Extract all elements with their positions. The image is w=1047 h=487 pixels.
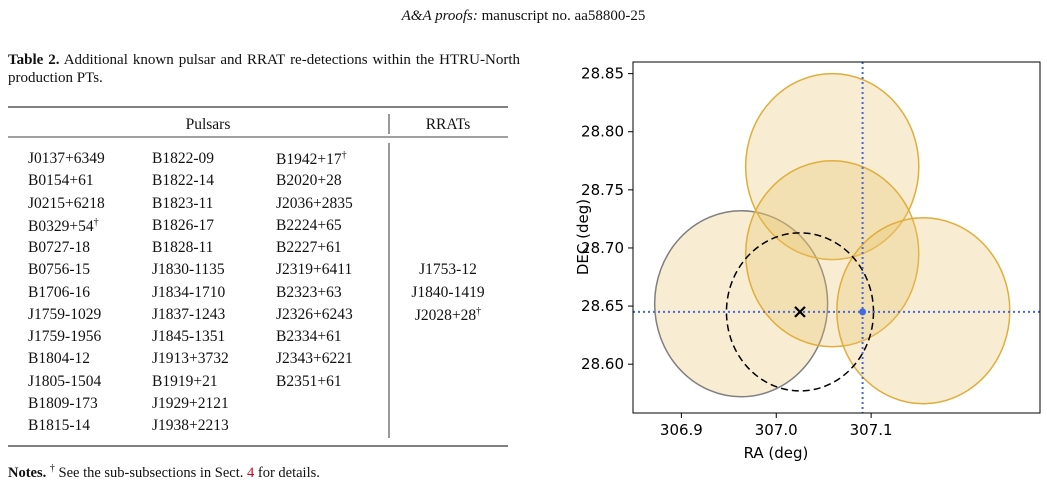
- footnote-mark: †: [93, 216, 99, 228]
- x-tick-label: 307.1: [850, 421, 893, 439]
- table-cell: J1929+2121: [152, 394, 229, 412]
- table-cell: J0215+6218: [28, 194, 105, 212]
- table-cell: B1828-11: [152, 239, 214, 256]
- notes-text: See the sub-subsections in Sect.: [58, 464, 244, 481]
- table-cell: J2319+6411: [276, 261, 353, 279]
- crosshair-point: [859, 308, 867, 316]
- table-cell: B2351+61: [276, 372, 342, 390]
- notes-mark: †: [49, 463, 55, 474]
- table-cell: J1913+3732: [152, 350, 229, 368]
- table-cell: B2020+28: [276, 172, 342, 190]
- table-cell: B0329+54†: [28, 217, 99, 236]
- table-label: Table 2.: [8, 52, 60, 68]
- beam-circle: [836, 216, 1011, 405]
- position-marker: [794, 306, 806, 318]
- table-cell: J0137+6349: [28, 150, 105, 167]
- plot-area: [633, 62, 1040, 413]
- table-header: Pulsars: [185, 116, 231, 133]
- section-link[interactable]: 4: [247, 464, 255, 481]
- y-tick-label: 28.80: [581, 123, 624, 141]
- table-header: RRATs: [425, 116, 471, 133]
- table-cell: B2334+61: [276, 328, 342, 345]
- table-cell: J1834-1710: [152, 283, 226, 301]
- beam-circle: [653, 210, 829, 398]
- table-cell: B1809-173: [28, 394, 98, 412]
- y-tick-label: 28.85: [581, 65, 624, 83]
- y-tick-label: 28.60: [581, 355, 624, 373]
- table-cell: J2343+6221: [276, 350, 353, 368]
- table-cell: B1919+21: [152, 372, 218, 390]
- table-cell: B1706-16: [28, 283, 90, 301]
- table-cell: J2028+28†: [398, 306, 498, 325]
- beam-circle: [744, 72, 920, 261]
- table-cell: J1830-1135: [152, 261, 225, 279]
- table-cell: B1804-12: [28, 350, 90, 368]
- table-cell: B0756-15: [28, 261, 90, 279]
- table-cell: B1826-17: [152, 216, 214, 234]
- table-cell: J2036+2835: [276, 194, 353, 212]
- table-cell: J2326+6243: [276, 305, 353, 323]
- table-cell: B2227+61: [276, 239, 342, 256]
- y-axis-label: DEC (deg): [574, 199, 592, 275]
- source-name: J2028+28: [414, 306, 477, 324]
- y-tick-label: 28.75: [581, 181, 624, 199]
- table-cell: J1759-1029: [28, 305, 102, 323]
- table-cell: B1942+17†: [276, 150, 347, 169]
- table-cell: B1822-09: [152, 150, 214, 167]
- table-notes: Notes. † See the sub-subsections in Sect…: [8, 463, 320, 482]
- notes-end: for details.: [257, 464, 320, 481]
- table-cell: J1845-1351: [152, 328, 226, 345]
- footnote-mark: †: [476, 305, 482, 317]
- x-tick-label: 306.9: [660, 421, 703, 439]
- table-cell: J1938+2213: [152, 417, 229, 434]
- table-cell: B0154+61: [28, 172, 94, 190]
- notes-label: Notes.: [8, 464, 47, 481]
- running-header: A&A proofs: manuscript no. aa58800-25: [0, 8, 1047, 25]
- table-cell: B1815-14: [28, 417, 90, 434]
- plot-frame: [632, 61, 1041, 414]
- y-tick-label: 28.65: [581, 297, 624, 315]
- axes: 306.9 307.0 307.1 28.60 28.65 28.70 28.75 28.80…: [581, 65, 893, 439]
- table-cell: J1837-1243: [152, 305, 226, 323]
- x-axis-label: RA (deg): [744, 444, 809, 462]
- caption-text: Additional known pulsar and RRAT re-dete…: [8, 52, 520, 86]
- manuscript: manuscript no. aa58800-25: [481, 8, 646, 24]
- beam-circle: [744, 160, 920, 348]
- table-cell: J1759-1956: [28, 328, 102, 345]
- footnote-mark: †: [341, 150, 347, 161]
- table-cell: B1823-11: [152, 194, 214, 212]
- table-cell: J1753-12: [419, 261, 477, 279]
- journal: A&A proofs:: [401, 8, 478, 24]
- y-tick-label: 28.70: [581, 239, 624, 257]
- table-cell: B2224+65: [276, 216, 342, 234]
- table-cell: J1805-1504: [28, 372, 102, 390]
- source-name: B0329+54: [28, 217, 94, 235]
- x-tick-label: 307.0: [755, 421, 798, 439]
- table-caption: Table 2. Additional known pulsar and RRA…: [8, 51, 520, 87]
- table-cell: B2323+63: [276, 283, 342, 301]
- table-cell: B0727-18: [28, 239, 90, 256]
- table-cell: B1822-14: [152, 172, 214, 190]
- table-cell: J1840-1419: [411, 283, 485, 301]
- source-name: B1942+17: [276, 151, 342, 169]
